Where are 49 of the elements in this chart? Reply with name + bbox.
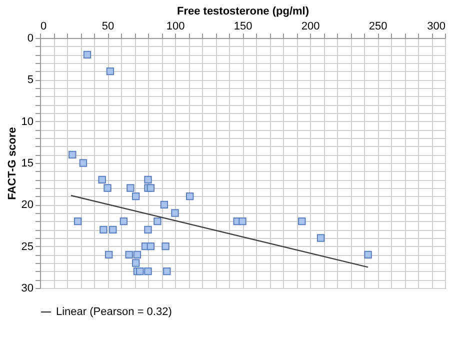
x-tick-label: 100: [166, 20, 185, 32]
point: [126, 184, 134, 192]
y-tick-label: 20: [21, 199, 34, 212]
x-tick-label: 150: [234, 20, 252, 32]
point: [298, 217, 306, 226]
x-tick-label: 300: [427, 20, 446, 32]
point: [106, 67, 114, 76]
point: [109, 226, 117, 234]
point: [160, 200, 168, 209]
point: [132, 192, 140, 200]
point: [163, 267, 171, 276]
y-tick-label: 25: [21, 240, 34, 253]
point: [316, 234, 325, 242]
x-tick-label: 0: [40, 20, 47, 32]
y-tick-label: 30: [21, 282, 34, 294]
y-tick-label: 10: [21, 116, 34, 128]
point: [68, 150, 76, 159]
point: [238, 217, 246, 226]
y-tick-label: 15: [21, 158, 34, 170]
point: [144, 267, 152, 276]
x-tick-label: 250: [368, 20, 388, 32]
point: [146, 242, 155, 250]
point: [74, 217, 82, 226]
point: [154, 217, 162, 226]
point: [100, 226, 108, 234]
y-tick-label: 0: [27, 32, 34, 44]
point: [136, 267, 144, 276]
point: [125, 250, 133, 259]
x-axis-title: Free testosterone (pg/ml): [176, 6, 310, 18]
point: [171, 209, 179, 217]
x-tick-label: 200: [301, 20, 320, 32]
point: [132, 259, 140, 267]
point: [83, 50, 92, 59]
point: [186, 192, 194, 200]
point: [79, 159, 88, 167]
legend-label: Linear (Pearson = 0.32): [56, 306, 172, 318]
point: [120, 217, 128, 226]
x-tick-label: 50: [102, 20, 114, 32]
point: [98, 176, 106, 184]
y-tick-label: 5: [27, 74, 34, 86]
point: [146, 184, 155, 192]
point: [104, 184, 112, 192]
y-axis-title: FACT-G score: [6, 127, 18, 200]
point: [133, 250, 142, 259]
point: [144, 226, 152, 234]
point: [104, 250, 113, 259]
point: [364, 250, 372, 259]
point: [162, 242, 170, 250]
point: [144, 176, 152, 184]
